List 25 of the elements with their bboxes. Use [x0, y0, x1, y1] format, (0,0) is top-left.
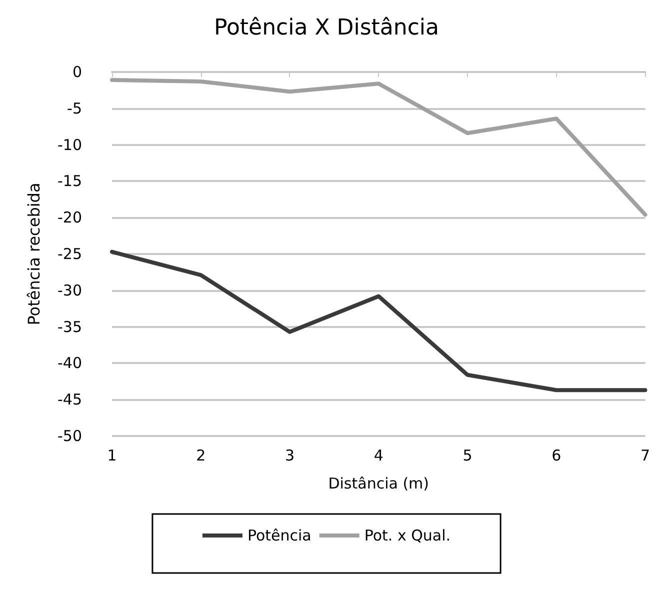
line-series — [110, 250, 648, 392]
legend-label: Pot. x Qual. — [364, 526, 451, 544]
x-tick-label: 5 — [462, 446, 472, 464]
legend-label: Potência — [247, 526, 312, 544]
y-tick-label: -40 — [58, 354, 82, 372]
y-tick-label: -20 — [58, 208, 82, 227]
line-series — [110, 78, 648, 217]
x-tick-label: 4 — [374, 446, 384, 464]
x-tick-label: 3 — [284, 446, 295, 464]
x-tick-label: 7 — [640, 446, 650, 464]
x-tick-label: 1 — [107, 446, 117, 464]
chart-title: Potência X Distância — [214, 16, 440, 40]
y-tick-label: -35 — [58, 318, 82, 336]
x-tick-label: 2 — [196, 446, 206, 464]
y-tick-label: -15 — [58, 172, 82, 190]
x-axis-title: Distância (m) — [328, 474, 430, 492]
y-tick-label: -30 — [58, 281, 82, 300]
y-tick-label: -25 — [58, 245, 82, 263]
x-tick-label: 6 — [552, 446, 562, 464]
y-tick-label: -10 — [58, 136, 82, 154]
y-tick-label: -50 — [58, 427, 82, 445]
y-tick-label: -5 — [67, 99, 82, 118]
y-tick-label: 0 — [72, 63, 82, 81]
y-tick-label: -45 — [58, 390, 82, 409]
y-axis-title: Potência recebida — [24, 182, 44, 326]
